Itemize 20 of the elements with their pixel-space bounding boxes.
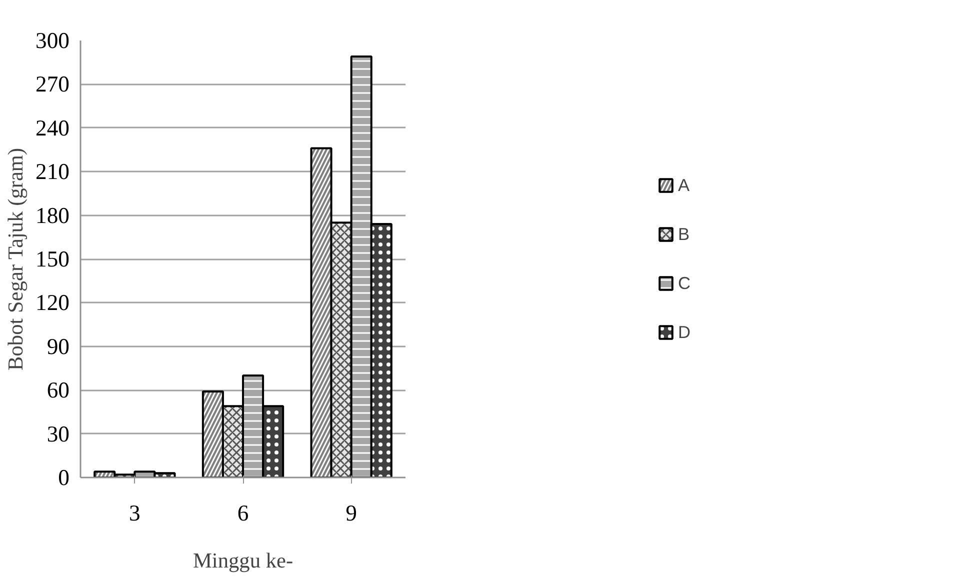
legend-label: C <box>678 272 692 294</box>
y-axis-title: Bobot Segar Tajuk (gram) <box>4 148 28 370</box>
legend-label: A <box>678 174 691 196</box>
y-tick-label: 180 <box>36 202 70 228</box>
y-tick-label: 0 <box>58 465 70 490</box>
y-tick-label: 60 <box>46 378 70 403</box>
y-tick-label: 150 <box>36 246 70 272</box>
legend-label: B <box>678 224 691 244</box>
y-tick-label: 30 <box>46 421 70 446</box>
x-axis-title: Minggu ke- <box>192 548 294 572</box>
legend-label: D <box>678 322 692 342</box>
y-tick-label: 270 <box>36 72 70 97</box>
y-tick-label: 120 <box>36 290 70 316</box>
y-tick-label: 240 <box>36 115 70 140</box>
x-tick-label: 9 <box>346 500 357 526</box>
y-tick-label: 300 <box>36 28 70 53</box>
x-tick-label: 3 <box>129 500 140 526</box>
x-tick-label: 6 <box>237 500 249 526</box>
y-tick-label: 210 <box>36 159 70 184</box>
y-tick-label: 90 <box>46 334 70 359</box>
